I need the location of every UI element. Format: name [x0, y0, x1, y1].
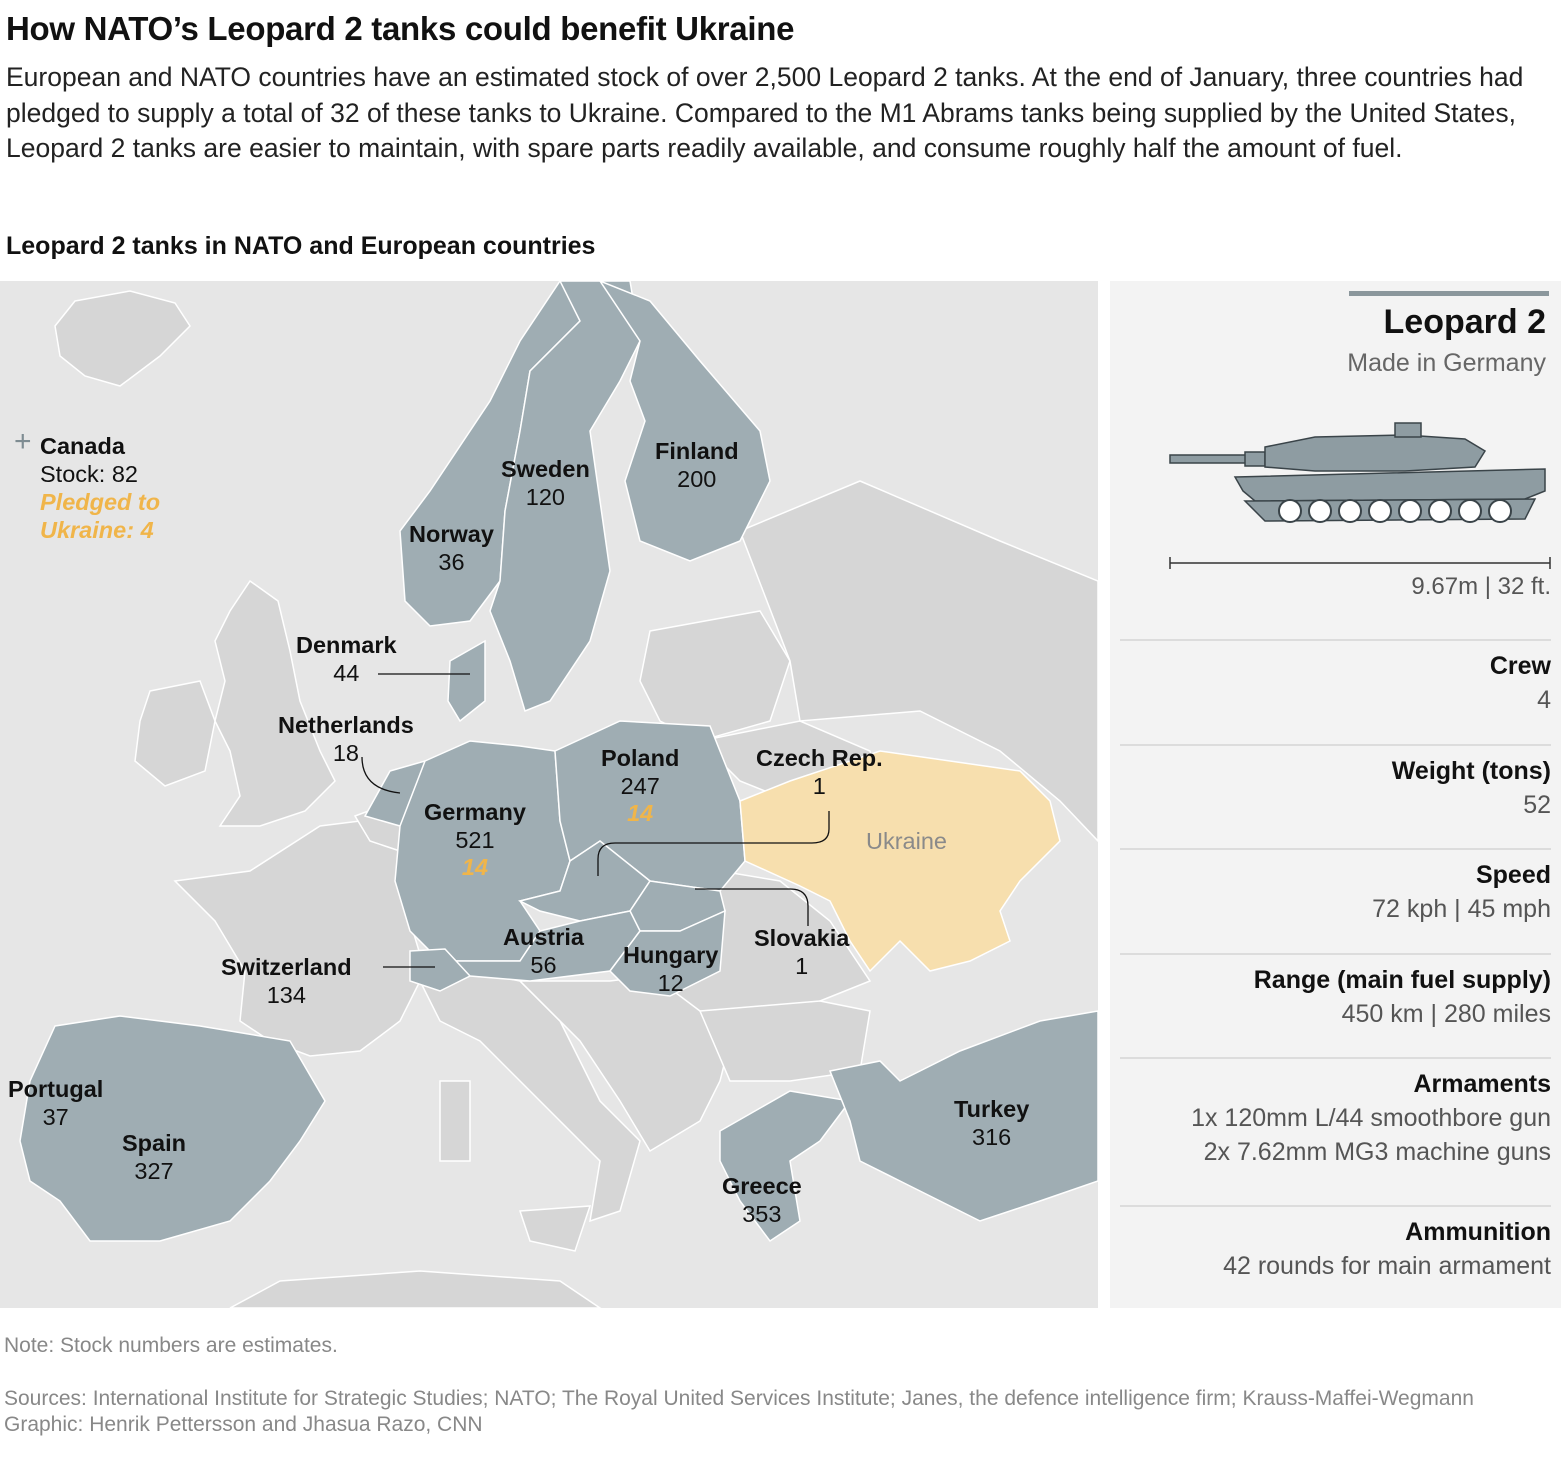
spec-speed: Speed 72 kph | 45 mph	[1120, 848, 1551, 926]
holder-countries	[19, 281, 1098, 1243]
label-portugal: Portugal 37	[8, 1076, 104, 1130]
sources-text: Sources: International Institute for Str…	[4, 1387, 1474, 1410]
label-netherlands: Netherlands 18	[278, 712, 414, 766]
iceland-shape	[54, 290, 191, 387]
panel-accent-bar	[1349, 291, 1549, 296]
great-britain-shape	[214, 579, 336, 827]
finland-shape	[599, 281, 771, 562]
label-denmark: Denmark 44	[296, 632, 397, 686]
spec-label: Range (main fuel supply)	[1253, 966, 1551, 994]
iberia-shape	[19, 1015, 326, 1242]
spec-value: 52	[1523, 791, 1551, 819]
spec-label: Speed	[1475, 861, 1551, 889]
sweden-shape	[489, 281, 641, 713]
page-title: How NATO’s Leopard 2 tanks could benefit…	[6, 10, 795, 47]
austria-shape	[439, 910, 641, 982]
north-africa-shape	[229, 1270, 602, 1308]
netherlands-leader	[361, 756, 401, 794]
leader-lines	[361, 673, 830, 968]
spec-value: 72 kph | 45 mph	[1372, 895, 1551, 923]
note: Note: Stock numbers are estimates.	[4, 1334, 338, 1357]
label-slovakia: Slovakia 1	[754, 925, 850, 979]
country-name: Canada	[40, 433, 125, 459]
spec-label: Armaments	[1413, 1070, 1551, 1098]
label-finland: Finland 200	[655, 438, 739, 492]
tank-specs-panel: Leopard 2 Made in Germany 9.67m | 32 ft.…	[1110, 281, 1561, 1308]
spec-weight: Weight (tons) 52	[1120, 744, 1551, 822]
spec-label: Crew	[1489, 652, 1551, 680]
spec-crew: Crew 4	[1120, 639, 1551, 717]
russia-shape	[739, 480, 1098, 843]
sources: Sources: International Institute for Str…	[4, 1386, 1504, 1438]
spec-value: 4	[1537, 686, 1551, 714]
greece-shape	[719, 1090, 852, 1243]
country-pledged: Ukraine: 4	[40, 517, 154, 543]
spec-label: Weight (tons)	[1391, 757, 1551, 785]
label-sweden: Sweden 120	[501, 456, 590, 510]
switzerland-shape	[409, 948, 472, 992]
spec-range: Range (main fuel supply) 450 km | 280 mi…	[1120, 953, 1551, 1031]
spec-value: 2x 7.62mm MG3 machine guns	[1203, 1138, 1551, 1166]
sicily-shape	[518, 1205, 592, 1252]
slovakia-leader	[695, 888, 809, 926]
hungary-shape	[609, 909, 726, 997]
plus-icon: +	[14, 425, 32, 458]
spec-ammunition: Ammunition 42 rounds for main armament	[1120, 1205, 1551, 1283]
credit-text: Graphic: Henrik Pettersson and Jhasua Ra…	[4, 1413, 483, 1436]
spec-armaments: Armaments 1x 120mm L/44 smoothbore gun 2…	[1120, 1057, 1551, 1169]
turkey-shape	[828, 1010, 1098, 1222]
denmark-shape	[447, 639, 486, 723]
czech-leader	[597, 811, 830, 876]
europe-map: + Canada Stock: 82 Pledged to Ukraine: 4…	[0, 281, 1098, 1308]
spec-value: 42 rounds for main armament	[1223, 1252, 1551, 1280]
france-shape	[173, 820, 426, 1057]
label-turkey: Turkey 316	[954, 1096, 1030, 1150]
map-shapes	[19, 281, 1098, 1308]
sardinia-shape	[439, 1080, 471, 1162]
label-poland: Poland 247 14	[601, 745, 680, 826]
ukraine-shape	[739, 750, 1061, 973]
intro-text: European and NATO countries have an esti…	[6, 62, 1524, 163]
canada-callout: + Canada Stock: 82 Pledged to Ukraine: 4	[14, 427, 161, 544]
spec-value: 450 km | 280 miles	[1341, 1000, 1551, 1028]
label-austria: Austria 56	[503, 924, 584, 978]
country-stock: Stock: 82	[40, 461, 138, 487]
label-ukraine: Ukraine	[866, 828, 947, 854]
label-hungary: Hungary 12	[623, 942, 719, 996]
label-greece: Greece 353	[722, 1173, 802, 1227]
spec-label: Ammunition	[1405, 1218, 1551, 1246]
tank-name: Leopard 2	[1383, 303, 1546, 341]
label-czech: Czech Rep. 1	[756, 745, 883, 799]
tank-length: 9.67m | 32 ft.	[1411, 573, 1551, 600]
baltics-shape	[639, 610, 791, 742]
other-land	[54, 290, 1098, 1308]
map-title: Leopard 2 tanks in NATO and European cou…	[6, 232, 596, 260]
tank-icon	[1169, 422, 1551, 569]
label-spain: Spain 327	[122, 1130, 186, 1184]
spec-value: 1x 120mm L/44 smoothbore gun	[1191, 1104, 1551, 1132]
country-pledged: Pledged to	[40, 489, 161, 515]
tank-origin: Made in Germany	[1347, 349, 1546, 377]
ireland-shape	[134, 680, 216, 787]
label-norway: Norway 36	[409, 521, 494, 575]
label-switzerland: Switzerland 134	[221, 954, 352, 1008]
label-germany: Germany 521 14	[424, 799, 526, 880]
